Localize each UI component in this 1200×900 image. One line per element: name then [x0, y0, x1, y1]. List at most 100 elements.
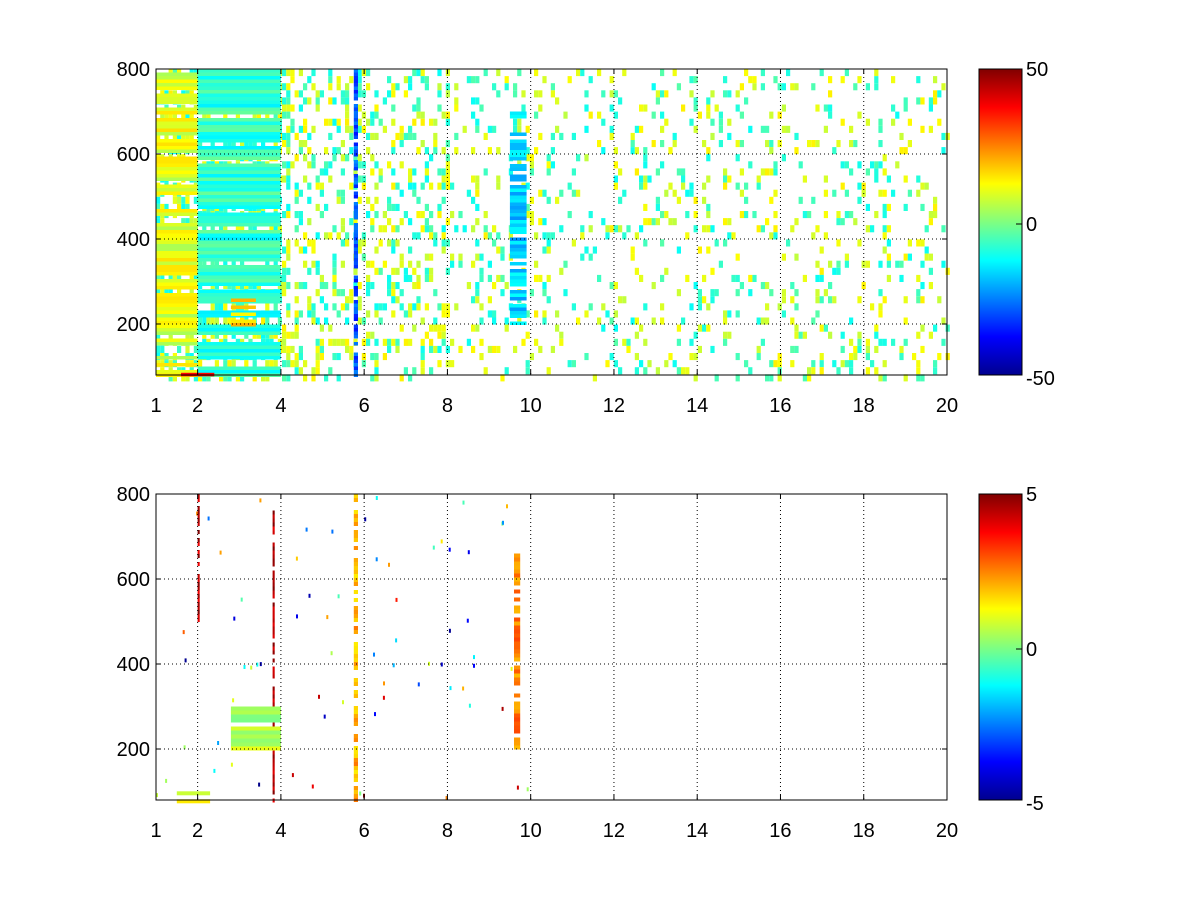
- heatmap-feature-cell: [514, 561, 521, 566]
- heatmap-cell: [416, 97, 421, 105]
- heatmap-cell: [282, 175, 287, 183]
- heatmap-cell: [416, 104, 421, 112]
- heatmap-feature-cell: [156, 177, 198, 181]
- heatmap-cell: [840, 182, 845, 190]
- heatmap-cell: [555, 97, 560, 105]
- heatmap-cell: [861, 260, 866, 268]
- heatmap-feature-cell: [509, 241, 527, 245]
- heatmap-cell: [811, 367, 816, 375]
- heatmap-feature-cell: [353, 72, 358, 76]
- heatmap-cell: [471, 196, 476, 204]
- heatmap-cell: [857, 338, 862, 346]
- heatmap-cell: [874, 331, 879, 339]
- heatmap-cell: [920, 282, 925, 290]
- heatmap-feature-cell: [272, 570, 275, 575]
- heatmap-cell: [580, 69, 585, 77]
- heatmap-cell: [790, 345, 795, 353]
- heatmap-cell: [412, 168, 417, 176]
- heatmap-cell: [172, 274, 177, 282]
- heatmap-cell: [223, 111, 228, 119]
- heatmap-cell: [899, 260, 904, 268]
- heatmap-cell: [286, 161, 291, 169]
- heatmap-cell: [828, 104, 833, 112]
- heatmap-cell: [487, 310, 492, 318]
- heatmap-cell: [332, 267, 337, 275]
- heatmap-cell: [630, 317, 635, 325]
- heatmap-cell: [647, 175, 652, 183]
- heatmap-cell: [882, 211, 887, 219]
- heatmap-cell: [504, 83, 509, 91]
- heatmap-cell: [735, 353, 740, 361]
- heatmap-cell: [454, 132, 459, 140]
- heatmap-cell: [916, 331, 921, 339]
- heatmap-feature-cell: [353, 160, 358, 164]
- heatmap-feature-cell: [353, 79, 358, 83]
- heatmap-cell: [416, 296, 421, 304]
- heatmap-feature-cell: [230, 738, 281, 743]
- heatmap-cell: [156, 289, 161, 297]
- heatmap-cell: [265, 111, 270, 119]
- heatmap-cell: [710, 118, 715, 126]
- heatmap-cell: [832, 360, 837, 368]
- heatmap-cell: [903, 338, 908, 346]
- heatmap-cell: [475, 218, 480, 226]
- heatmap-cell: [815, 225, 820, 233]
- x-tick-label: 4: [275, 395, 286, 417]
- heatmap-cell: [449, 686, 452, 691]
- heatmap-cell: [849, 360, 854, 368]
- heatmap-cell: [605, 310, 610, 318]
- heatmap-feature-cell: [509, 272, 527, 276]
- heatmap-feature-cell: [197, 342, 281, 346]
- heatmap-feature-cell: [353, 762, 358, 766]
- heatmap-cell: [298, 90, 303, 98]
- heatmap-cell: [874, 168, 879, 176]
- heatmap-cell: [916, 360, 921, 368]
- heatmap-cell: [286, 239, 291, 247]
- heatmap-feature-cell: [272, 562, 275, 567]
- heatmap-cell: [189, 111, 194, 119]
- heatmap-cell: [849, 353, 854, 361]
- heatmap-cell: [399, 125, 404, 133]
- heatmap-cell: [408, 125, 413, 133]
- heatmap-cell: [546, 161, 551, 169]
- heatmap-cell: [311, 317, 316, 325]
- heatmap-cell: [773, 225, 778, 233]
- heatmap-cell: [516, 785, 519, 790]
- heatmap-cell: [496, 345, 501, 353]
- heatmap-feature-cell: [197, 602, 200, 606]
- heatmap-feature-cell: [509, 206, 527, 210]
- heatmap-cell: [559, 189, 564, 197]
- heatmap-cell: [370, 374, 375, 382]
- heatmap-cell: [303, 175, 308, 183]
- heatmap-cell: [521, 338, 526, 346]
- heatmap-cell: [580, 232, 585, 240]
- heatmap-cell: [437, 303, 442, 311]
- heatmap-cell: [916, 175, 921, 183]
- heatmap-cell: [685, 211, 690, 219]
- heatmap-cell: [727, 175, 732, 183]
- x-tick-label: 8: [442, 820, 453, 842]
- heatmap-feature-cell: [197, 594, 200, 598]
- heatmap-cell: [924, 246, 929, 254]
- heatmap-feature-cell: [197, 79, 281, 83]
- heatmap-cell: [882, 338, 887, 346]
- heatmap-cell: [510, 666, 513, 671]
- heatmap-cell: [706, 303, 711, 311]
- heatmap-feature-cell: [272, 770, 275, 775]
- heatmap-cell: [328, 232, 333, 240]
- heatmap-cell: [445, 118, 450, 126]
- bottom-y-tick-labels: 200 400 600 800: [117, 484, 150, 761]
- heatmap-feature-cell: [353, 205, 358, 209]
- heatmap-cell: [853, 140, 858, 148]
- heatmap-cell: [361, 111, 366, 119]
- heatmap-cell: [760, 317, 765, 325]
- heatmap-cell: [294, 132, 299, 140]
- heatmap-cell: [307, 182, 312, 190]
- heatmap-cell: [282, 69, 287, 77]
- heatmap-cell: [429, 225, 434, 233]
- heatmap-feature-cell: [230, 746, 281, 751]
- heatmap-cell: [403, 132, 408, 140]
- heatmap-cell: [874, 76, 879, 84]
- heatmap-cell: [227, 317, 232, 325]
- heatmap-feature-cell: [509, 276, 527, 280]
